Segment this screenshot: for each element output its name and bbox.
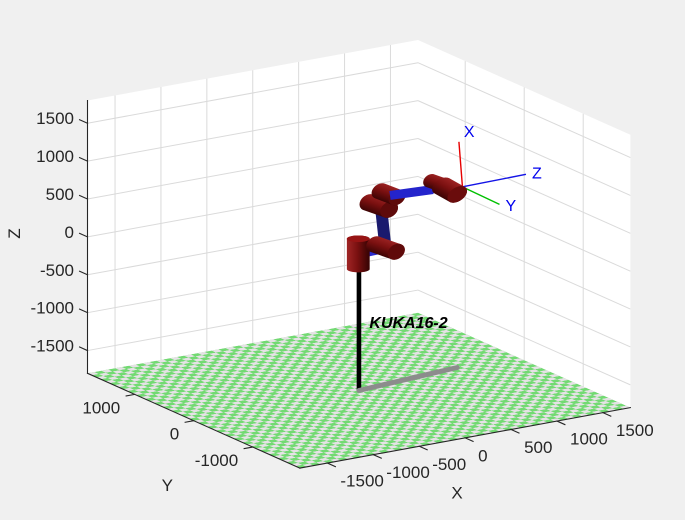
x-tick-label: -500 [432,455,466,474]
tool-frame-y-axis [462,186,500,205]
z-tick-label: 500 [46,185,74,204]
grid-line-z [87,100,419,162]
tool-frame-z-axis [462,173,527,188]
robot-joint1-base [346,235,370,273]
z-tick-mark [78,270,89,276]
grid-line-z [87,289,419,352]
robot-link-3 [389,185,434,200]
z-tick-mark [78,156,89,162]
grid-line-z [417,289,631,386]
z-tick-label: -500 [40,261,74,280]
y-tick-mark [243,446,254,450]
x-tick-mark [602,411,612,417]
grid-lines [87,45,631,387]
y-tick-mark [184,420,195,423]
y-axis-label: Y [162,476,173,495]
z-tick-mark [78,194,89,200]
x-tick-label: -1000 [386,463,429,482]
x-tick-mark [464,437,474,443]
tool-frame-x-axis [458,141,464,187]
x-tick-label: 500 [524,438,552,457]
z-tick-mark [78,118,89,124]
z-tick-mark [78,308,89,314]
y-tick-label: -1000 [195,451,238,470]
z-tick-label: 1000 [36,147,74,166]
robot-joint2-shoulder-cap [387,243,405,260]
z-tick-label: -1500 [31,337,74,356]
y-tick-label: 1000 [82,398,120,417]
grid-line-z [417,62,631,158]
grid-line-z [417,213,631,310]
y-tick-mark [125,393,136,397]
robot-name-label: KUKA16-2 [369,315,447,332]
x-tick-mark [326,462,337,468]
top-labels: KUKA16-2 X Y Z [5,228,463,502]
z-tick-label: 1500 [36,109,74,128]
grid-line-z [87,62,419,124]
grid-line-z [87,138,419,200]
z-tick-label: -1000 [31,299,74,318]
grid-line-z [87,213,419,276]
robot-joint3-elbow-cap [380,201,399,218]
tool-frame-z-label: Z [532,165,542,182]
z-tick-label: 0 [65,223,74,242]
grid-line-z [417,138,631,234]
x-tick-label: 0 [478,446,487,465]
x-tick-mark [556,420,566,426]
x-tick-label: 1500 [616,421,654,440]
robot-arm [346,174,468,393]
robot-joint6-flange-cap [447,186,468,203]
tool-frame: X ZY [458,124,542,215]
y-tick-label: 0 [170,425,179,444]
tool-frame-x-label: X [464,124,475,141]
tool-frame-y-label: Y [506,198,517,215]
robot-shadow [356,365,460,393]
grid-line-z [417,100,631,196]
grid-line-z [87,175,419,238]
x-tick-mark [418,445,428,451]
x-tick-label: -1500 [340,472,383,491]
z-tick-mark [78,346,89,352]
tick-labels: -1500 -1000 -500 0 500 1000 150010000-10001500… [31,109,654,490]
z-axis-label: Z [5,228,24,238]
axis-rulers [78,99,632,469]
grid-line-z [417,251,631,348]
x-axis-label: X [451,484,462,503]
robot-joint1-base-cap [346,235,370,243]
x-tick-label: 1000 [570,430,608,449]
x-tick-mark [510,428,520,434]
x-tick-mark [372,453,383,459]
z-tick-mark [78,232,89,238]
